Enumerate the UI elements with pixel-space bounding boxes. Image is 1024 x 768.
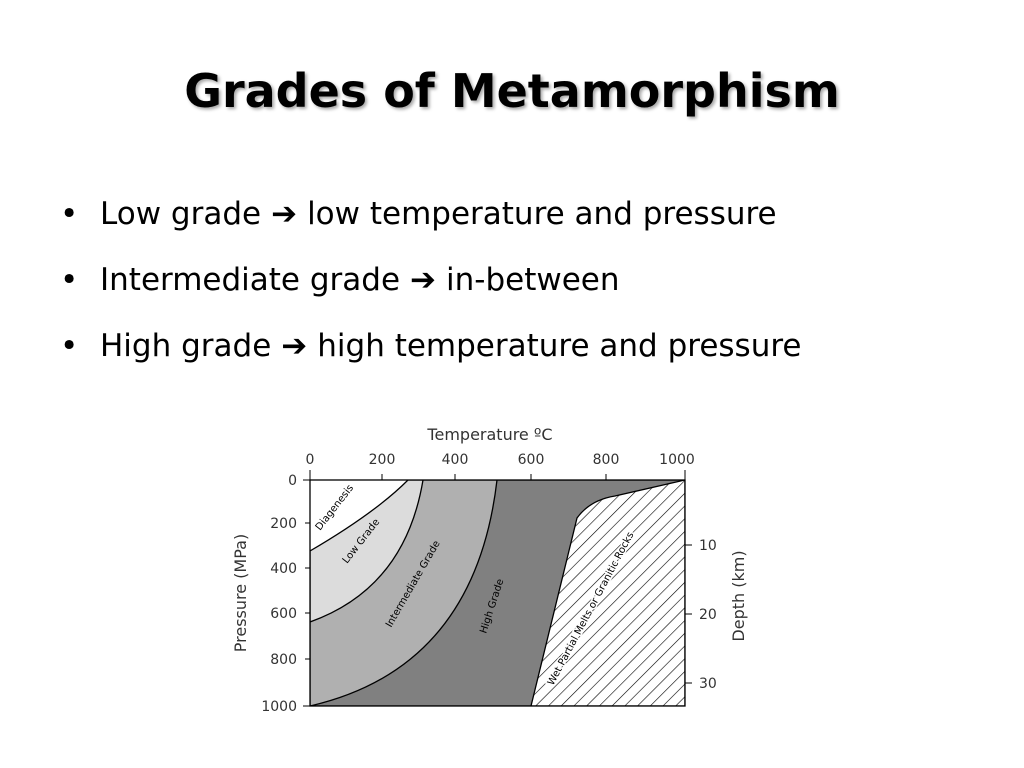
plot-frame — [309, 479, 686, 707]
bullet-icon: • — [60, 328, 79, 364]
arrow-right-icon: ➔ — [281, 328, 308, 364]
bullet-item: • High grade ➔ high temperature and pressur… — [60, 318, 802, 384]
top-tick-label: 0 — [306, 452, 315, 468]
diagram-svg: Temperature ºC 0 200 400 600 800 1000 0 … — [231, 425, 748, 715]
bullet-icon: • — [60, 196, 79, 232]
bullet-item: • Intermediate grade ➔ in-between — [60, 252, 802, 318]
bullet-lead: Low grade — [100, 196, 262, 232]
right-ticks — [685, 544, 692, 684]
bullet-lead: High grade — [100, 328, 272, 364]
left-tick-label: 800 — [270, 652, 297, 668]
zone-fills — [310, 480, 685, 706]
right-axis-label: Depth (km) — [729, 550, 748, 641]
bullet-lead: Intermediate grade — [100, 262, 401, 298]
zone-wet-partial-melts — [530, 480, 685, 706]
metamorphic-grade-diagram: Temperature ºC 0 200 400 600 800 1000 0 … — [225, 418, 785, 727]
bullet-list: • Low grade ➔ low temperature and pressure … — [60, 186, 802, 384]
top-tick-label: 200 — [369, 452, 396, 468]
arrow-right-icon: ➔ — [271, 196, 298, 232]
right-tick-label: 30 — [699, 676, 717, 692]
left-tick-label: 200 — [270, 516, 297, 532]
bullet-tail: low temperature and pressure — [307, 196, 777, 232]
top-tick-label: 600 — [518, 452, 545, 468]
top-tick-labels: 0 200 400 600 800 1000 — [306, 452, 695, 468]
left-ticks — [303, 479, 310, 707]
top-tick-label: 1000 — [659, 452, 695, 468]
left-axis-label: Pressure (MPa) — [231, 534, 250, 652]
right-tick-labels: 10 20 30 — [699, 538, 717, 692]
right-tick-label: 10 — [699, 538, 717, 554]
bullet-item: • Low grade ➔ low temperature and pressure — [60, 186, 802, 252]
left-tick-label: 1000 — [261, 699, 297, 715]
top-ticks — [309, 470, 686, 480]
slide-title: Grades of Metamorphism — [184, 64, 840, 118]
bullet-icon: • — [60, 262, 79, 298]
top-tick-label: 800 — [593, 452, 620, 468]
left-tick-label: 600 — [270, 606, 297, 622]
left-tick-label: 400 — [270, 561, 297, 577]
left-tick-label: 0 — [288, 473, 297, 489]
top-tick-label: 400 — [442, 452, 469, 468]
bullet-tail: in-between — [446, 262, 620, 298]
right-tick-label: 20 — [699, 607, 717, 623]
arrow-right-icon: ➔ — [410, 262, 437, 298]
top-axis-label: Temperature ºC — [426, 425, 552, 444]
left-tick-labels: 0 200 400 600 800 1000 — [261, 473, 297, 715]
bullet-tail: high temperature and pressure — [317, 328, 802, 364]
